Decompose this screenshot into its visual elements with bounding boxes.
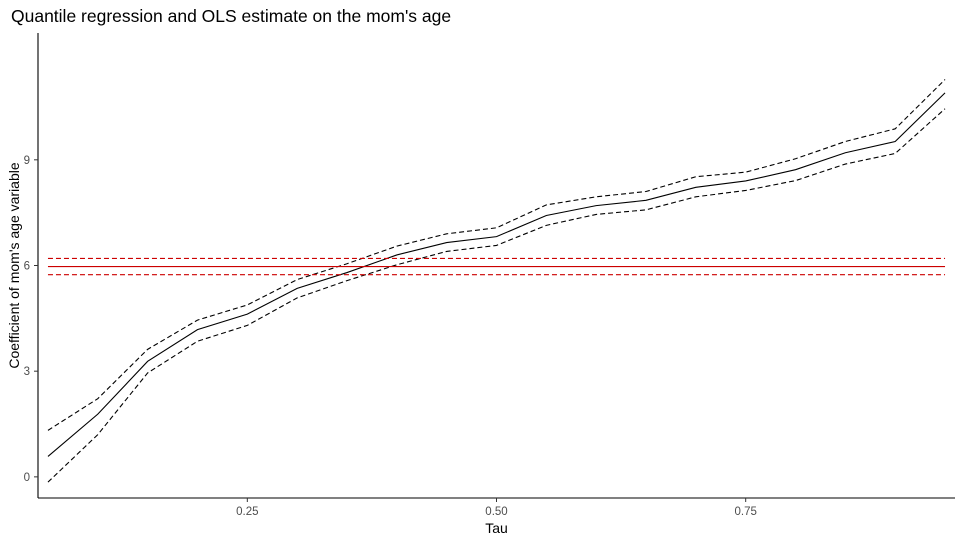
y-tick-label: 3 (24, 366, 30, 378)
series-line-quantile-lower-ci (47, 108, 946, 483)
x-tick-label: 0.75 (734, 506, 756, 518)
x-tick-label: 0.25 (236, 506, 258, 518)
y-tick-label: 9 (24, 155, 30, 167)
y-axis-ticks: 0 3 6 9 (24, 155, 38, 484)
series-line-quantile-estimate (47, 92, 946, 457)
series-layer (47, 79, 946, 483)
chart-title: Quantile regression and OLS estimate on … (11, 6, 452, 26)
y-axis-title: Coefficient of mom's age variable (6, 162, 22, 369)
x-tick-label: 0.50 (485, 506, 507, 518)
x-axis-title: Tau (485, 520, 508, 536)
x-axis-ticks: 0.25 0.50 0.75 (236, 498, 757, 518)
y-tick-label: 0 (24, 472, 30, 484)
y-tick-label: 6 (24, 261, 30, 273)
series-line-quantile-upper-ci (47, 79, 946, 431)
